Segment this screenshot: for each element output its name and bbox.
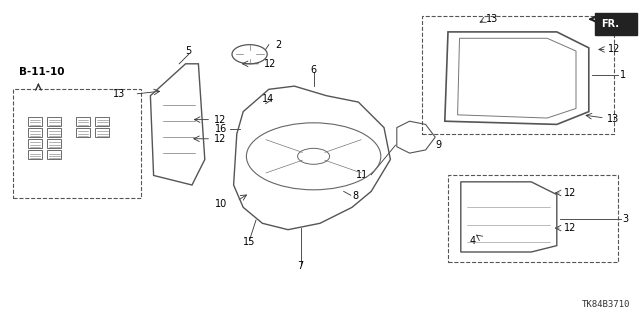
- Text: 5: 5: [186, 46, 192, 56]
- Text: B-11-10: B-11-10: [19, 67, 65, 77]
- Text: 12: 12: [564, 223, 576, 233]
- Bar: [13, 89, 141, 198]
- Text: 4: 4: [469, 236, 476, 246]
- Text: 10: 10: [215, 199, 227, 209]
- Text: 13: 13: [486, 14, 499, 24]
- Text: TK84B3710: TK84B3710: [582, 300, 630, 309]
- Bar: [28, 139, 42, 148]
- Text: 1: 1: [620, 70, 626, 80]
- Text: 3: 3: [623, 213, 629, 224]
- Bar: [95, 128, 109, 137]
- Bar: [28, 117, 42, 126]
- Text: 12: 12: [608, 44, 620, 55]
- Bar: [47, 139, 61, 148]
- Text: FR.: FR.: [602, 19, 620, 29]
- Bar: [47, 117, 61, 126]
- Bar: [47, 150, 61, 159]
- Text: 9: 9: [435, 140, 442, 150]
- Text: 14: 14: [262, 94, 275, 104]
- Text: 12: 12: [214, 115, 227, 125]
- Text: 13: 13: [113, 89, 125, 99]
- Text: 11: 11: [356, 170, 368, 181]
- FancyBboxPatch shape: [595, 13, 637, 35]
- Bar: [422, 16, 614, 134]
- Bar: [47, 128, 61, 137]
- Text: 2: 2: [275, 40, 282, 50]
- Text: 12: 12: [564, 188, 576, 198]
- Bar: [28, 150, 42, 159]
- Bar: [95, 117, 109, 126]
- Text: 13: 13: [607, 114, 619, 124]
- Text: 12: 12: [264, 59, 276, 69]
- Text: 16: 16: [215, 124, 227, 134]
- Text: 8: 8: [352, 191, 358, 201]
- Text: 6: 6: [310, 65, 317, 75]
- Bar: [28, 128, 42, 137]
- Text: 15: 15: [243, 237, 256, 248]
- Text: 12: 12: [214, 134, 227, 144]
- Bar: [76, 128, 90, 137]
- Text: 7: 7: [298, 261, 304, 271]
- Bar: [76, 117, 90, 126]
- Bar: [448, 175, 618, 262]
